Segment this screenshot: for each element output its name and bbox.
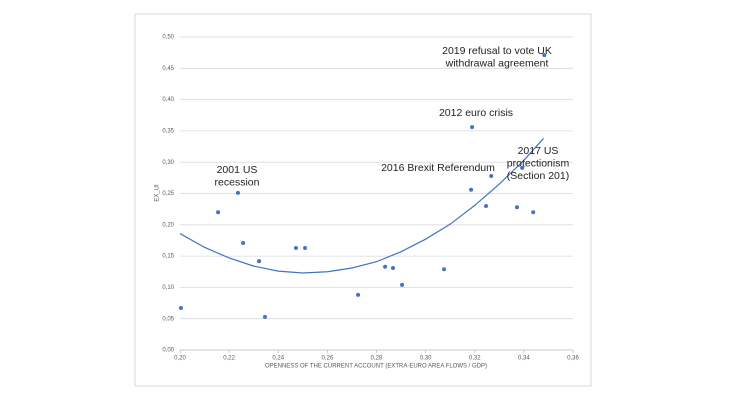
x-tick-label: 0,26 [322, 356, 334, 362]
x-axis-label: OPENNESS OF THE CURRENT ACCOUNT (EXTRA-E… [265, 364, 487, 370]
point [383, 264, 388, 269]
x-tick-label: 0,22 [223, 356, 235, 362]
point [293, 245, 298, 250]
point [520, 165, 525, 170]
y-tick-label: 0,30 [162, 160, 174, 166]
y-tick-label: 0,20 [162, 222, 174, 228]
point [303, 245, 308, 250]
x-tick-label: 0,28 [371, 356, 383, 362]
point [390, 265, 395, 270]
point [489, 173, 494, 178]
point [178, 306, 183, 311]
point [257, 259, 262, 264]
y-tick-label: 0,35 [162, 128, 174, 134]
point [470, 125, 475, 130]
annotation: 2019 refusal to vote UK [442, 45, 552, 57]
x-tick-label: 0,34 [518, 356, 530, 362]
trendline [179, 138, 544, 274]
x-tick-label: 0,24 [272, 356, 284, 362]
y-tick-label: 0,45 [162, 66, 174, 72]
y-tick-label: 0,15 [162, 254, 174, 260]
annotation: 2016 Brexit Referendum [381, 162, 495, 174]
y-tick-label: 0,05 [162, 316, 174, 322]
y-tick-label: 0,10 [162, 285, 174, 291]
point [542, 53, 547, 58]
chart-border [134, 13, 592, 387]
y-axis-label: EX_UI [155, 184, 161, 202]
point [262, 314, 267, 319]
x-tick-label: 0,36 [567, 356, 579, 362]
point [442, 267, 447, 272]
annotation: recession [215, 176, 260, 188]
y-tick-label: 0,25 [162, 191, 174, 197]
annotation: 2017 US [518, 145, 559, 157]
x-tick-label: 0,20 [174, 356, 186, 362]
point [241, 240, 246, 245]
annotation: (Section 201) [507, 170, 569, 182]
annotation: withdrawal agreement [445, 57, 549, 69]
y-tick-label: 0,50 [162, 35, 174, 41]
point [235, 190, 240, 195]
point [469, 187, 474, 192]
point [514, 205, 519, 210]
y-tick-label: 0,40 [162, 97, 174, 103]
x-tick-label: 0,30 [420, 356, 432, 362]
point [400, 282, 405, 287]
y-tick-label: 0,00 [162, 348, 174, 354]
x-tick-label: 0,32 [469, 356, 481, 362]
point [531, 210, 536, 215]
annotation: protectionism [507, 157, 570, 169]
annotation: 2012 euro crisis [439, 107, 513, 119]
point [484, 204, 489, 209]
point [356, 292, 361, 297]
annotation: 2001 US [217, 164, 258, 176]
point [216, 210, 221, 215]
